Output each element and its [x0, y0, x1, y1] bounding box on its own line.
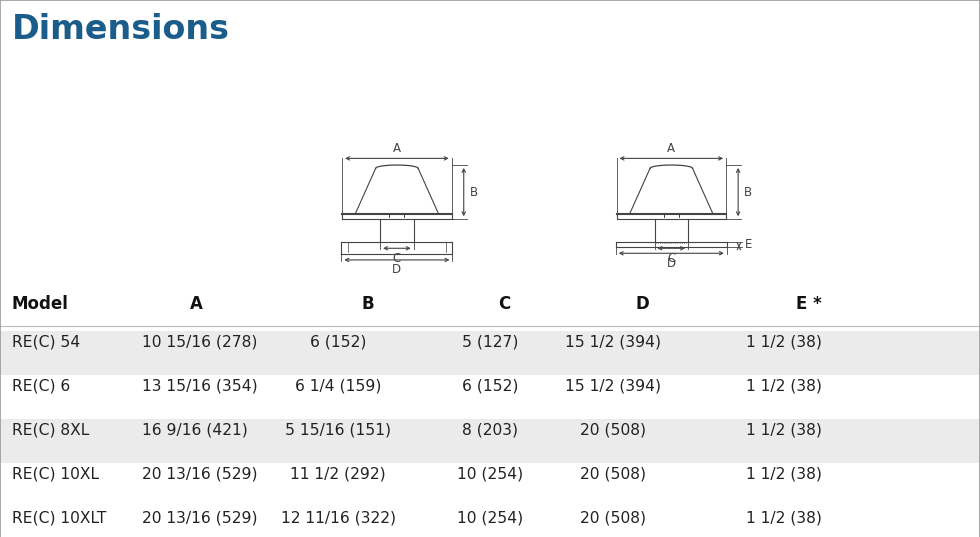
- Text: D: D: [392, 263, 402, 276]
- Text: 5 15/16 (151): 5 15/16 (151): [285, 423, 391, 438]
- Text: A: A: [189, 295, 203, 314]
- Text: D: D: [666, 257, 676, 270]
- Text: 5 (127): 5 (127): [462, 335, 518, 350]
- Text: 1 1/2 (38): 1 1/2 (38): [746, 423, 822, 438]
- Text: C: C: [393, 252, 401, 265]
- Text: 6 (152): 6 (152): [462, 379, 518, 394]
- Text: 16 9/16 (421): 16 9/16 (421): [142, 423, 248, 438]
- Text: 1 1/2 (38): 1 1/2 (38): [746, 511, 822, 526]
- Text: 20 13/16 (529): 20 13/16 (529): [142, 467, 258, 482]
- Text: 20 (508): 20 (508): [579, 423, 646, 438]
- Text: 20 (508): 20 (508): [579, 467, 646, 482]
- Text: 15 1/2 (394): 15 1/2 (394): [564, 379, 661, 394]
- Text: 1 1/2 (38): 1 1/2 (38): [746, 335, 822, 350]
- Text: RE(C) 10XL: RE(C) 10XL: [12, 467, 99, 482]
- Text: 20 (508): 20 (508): [579, 511, 646, 526]
- Text: A: A: [393, 142, 401, 155]
- Text: 11 1/2 (292): 11 1/2 (292): [290, 467, 386, 482]
- Text: D: D: [635, 295, 649, 314]
- Text: 8 (203): 8 (203): [462, 423, 518, 438]
- Text: RE(C) 8XL: RE(C) 8XL: [12, 423, 89, 438]
- Text: 10 (254): 10 (254): [457, 511, 523, 526]
- Text: RE(C) 54: RE(C) 54: [12, 335, 80, 350]
- Bar: [0, 419, 980, 463]
- Text: 12 11/16 (322): 12 11/16 (322): [280, 511, 396, 526]
- Text: 1 1/2 (38): 1 1/2 (38): [746, 379, 822, 394]
- Text: 13 15/16 (354): 13 15/16 (354): [142, 379, 258, 394]
- Text: Model: Model: [12, 295, 69, 314]
- Text: 6 (152): 6 (152): [310, 335, 367, 350]
- Text: RE(C) 10XLT: RE(C) 10XLT: [12, 511, 106, 526]
- Text: E: E: [745, 238, 753, 251]
- Text: B: B: [744, 186, 753, 199]
- Text: B: B: [362, 295, 373, 314]
- Text: RE(C) 6: RE(C) 6: [12, 379, 70, 394]
- Text: A: A: [667, 142, 675, 155]
- Text: 20 13/16 (529): 20 13/16 (529): [142, 511, 258, 526]
- Bar: [0, 331, 980, 375]
- Text: E *: E *: [796, 295, 821, 314]
- Text: C: C: [499, 295, 511, 314]
- Text: 1 1/2 (38): 1 1/2 (38): [746, 467, 822, 482]
- Text: 6 1/4 (159): 6 1/4 (159): [295, 379, 381, 394]
- Text: Dimensions: Dimensions: [12, 13, 229, 46]
- Text: 10 (254): 10 (254): [457, 467, 523, 482]
- Text: C: C: [667, 252, 675, 265]
- Text: 10 15/16 (278): 10 15/16 (278): [142, 335, 258, 350]
- Text: 15 1/2 (394): 15 1/2 (394): [564, 335, 661, 350]
- Text: B: B: [469, 186, 478, 199]
